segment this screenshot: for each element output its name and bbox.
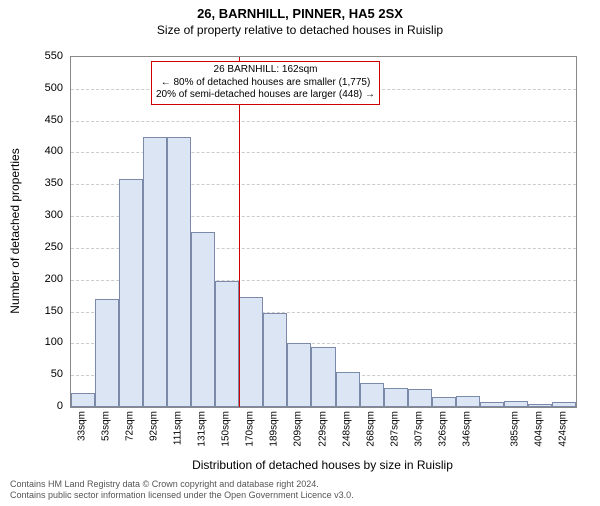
reference-line [239,57,240,407]
histogram-bar [384,388,408,407]
histogram-bar [263,313,287,407]
y-tick-label: 300 [33,209,63,221]
x-tick-label: 268sqm [365,411,376,447]
x-tick-label: 307sqm [413,411,424,447]
histogram-bar [287,343,311,407]
histogram-bar [191,232,215,407]
gridline [71,121,576,122]
x-tick-label: 92sqm [149,411,160,441]
x-tick-label: 131sqm [197,411,208,447]
histogram-bar [239,297,263,407]
histogram-bar [167,137,191,407]
y-tick-label: 150 [33,305,63,317]
footer-attribution: Contains HM Land Registry data © Crown c… [10,479,354,502]
x-tick-label: 404sqm [533,411,544,447]
x-axis-label: Distribution of detached houses by size … [70,458,575,472]
y-tick-label: 550 [33,50,63,62]
histogram-bar [311,347,335,407]
histogram-bar [552,402,576,407]
y-tick-label: 250 [33,241,63,253]
x-tick-label: 424sqm [557,411,568,447]
annotation-box: 26 BARNHILL: 162sqm← 80% of detached hou… [151,61,380,105]
y-tick-label: 500 [33,82,63,94]
annotation-line2: ← 80% of detached houses are smaller (1,… [156,77,375,90]
x-tick-label: 229sqm [317,411,328,447]
y-axis-label: Number of detached properties [8,148,22,313]
histogram-bar [143,137,167,407]
histogram-bar [360,383,384,407]
x-tick-label: 170sqm [245,411,256,447]
x-tick-label: 287sqm [389,411,400,447]
histogram-bar [504,401,528,407]
y-tick-label: 0 [33,400,63,412]
histogram-bar [71,393,95,407]
y-tick-label: 200 [33,273,63,285]
histogram-bar [528,404,552,407]
histogram-bar [95,299,119,407]
y-tick-label: 50 [33,368,63,380]
histogram-bar [215,281,239,407]
title-main: 26, BARNHILL, PINNER, HA5 2SX [0,6,600,21]
histogram-bar [480,402,504,407]
title-sub: Size of property relative to detached ho… [0,23,600,37]
x-tick-label: 72sqm [125,411,136,441]
x-tick-label: 189sqm [269,411,280,447]
histogram-bar [119,179,143,407]
x-tick-label: 326sqm [437,411,448,447]
histogram-bar [456,396,480,407]
histogram-bar [408,389,432,407]
footer-line2: Contains public sector information licen… [10,490,354,502]
histogram-bar [432,397,456,407]
x-tick-label: 346sqm [461,411,472,447]
x-tick-label: 53sqm [101,411,112,441]
y-tick-label: 450 [33,114,63,126]
y-tick-label: 100 [33,336,63,348]
annotation-line3: 20% of semi-detached houses are larger (… [156,89,375,102]
x-tick-label: 248sqm [341,411,352,447]
x-tick-label: 33sqm [77,411,88,441]
y-tick-label: 400 [33,145,63,157]
x-tick-label: 111sqm [173,411,184,445]
y-tick-label: 350 [33,177,63,189]
footer-line1: Contains HM Land Registry data © Crown c… [10,479,354,491]
annotation-line1: 26 BARNHILL: 162sqm [156,64,375,77]
x-tick-label: 385sqm [509,411,520,447]
x-tick-label: 209sqm [293,411,304,447]
histogram-chart: 26 BARNHILL: 162sqm← 80% of detached hou… [70,56,575,406]
x-tick-label: 150sqm [221,411,232,447]
plot-box: 26 BARNHILL: 162sqm← 80% of detached hou… [70,56,577,408]
histogram-bar [336,372,360,407]
